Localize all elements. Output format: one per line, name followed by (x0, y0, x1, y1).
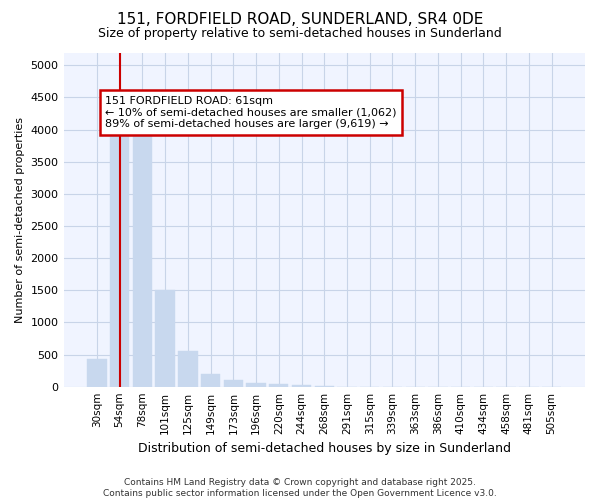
Bar (178, 352, 197, 386)
Bar (247, 383, 266, 386)
Bar (133, 126, 152, 386)
X-axis label: Distribution of semi-detached houses by size in Sunderland: Distribution of semi-detached houses by … (138, 442, 511, 455)
Bar (155, 290, 175, 386)
Bar (201, 374, 220, 386)
Bar (87, 359, 107, 386)
Bar (110, 128, 130, 386)
Bar (224, 380, 243, 386)
Y-axis label: Number of semi-detached properties: Number of semi-detached properties (15, 116, 25, 322)
Text: 151, FORDFIELD ROAD, SUNDERLAND, SR4 0DE: 151, FORDFIELD ROAD, SUNDERLAND, SR4 0DE (117, 12, 483, 28)
Bar (269, 384, 289, 386)
Text: 151 FORDFIELD ROAD: 61sqm
← 10% of semi-detached houses are smaller (1,062)
89% : 151 FORDFIELD ROAD: 61sqm ← 10% of semi-… (105, 96, 397, 129)
Text: Size of property relative to semi-detached houses in Sunderland: Size of property relative to semi-detach… (98, 28, 502, 40)
Text: Contains HM Land Registry data © Crown copyright and database right 2025.
Contai: Contains HM Land Registry data © Crown c… (103, 478, 497, 498)
